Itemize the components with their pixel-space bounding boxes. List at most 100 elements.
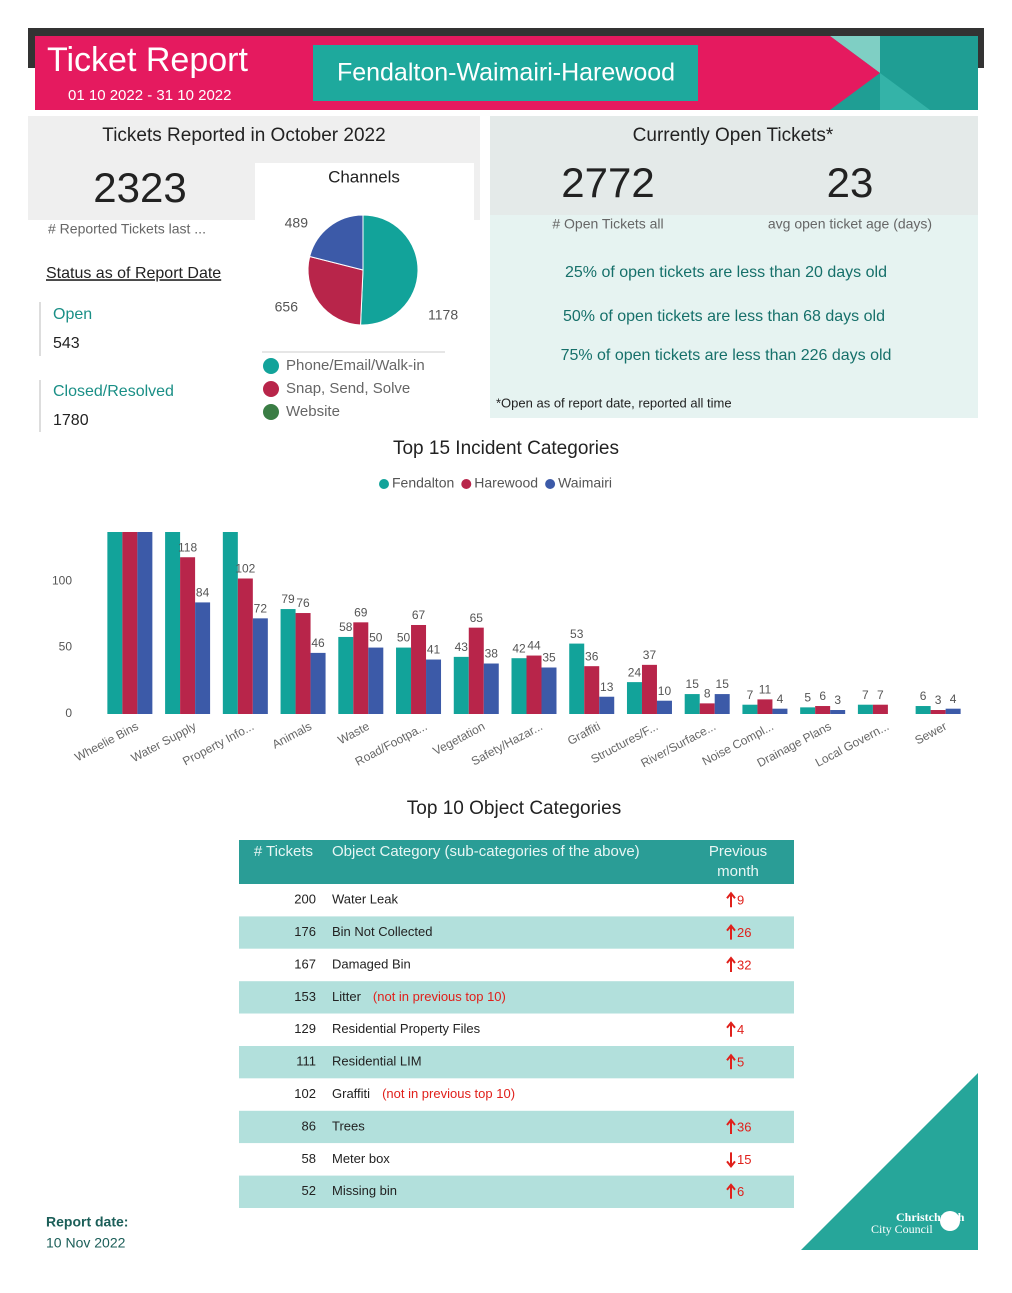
- data-label: 46: [311, 636, 325, 650]
- bar: [714, 694, 730, 714]
- change: 26: [737, 925, 751, 940]
- column-header: Previous month: [709, 843, 767, 880]
- bar: [107, 532, 123, 714]
- pie-chart: 1178 656 489 Phone/Email/Walk-in Snap, Send,…: [263, 214, 458, 420]
- bar: [511, 658, 527, 714]
- data-label: 36: [585, 649, 599, 663]
- bar: [237, 578, 253, 714]
- column-header: Object Category (sub-categories of the a…: [332, 843, 640, 860]
- y-tick-label: 100: [52, 573, 72, 587]
- region: Fendalton-Waimairi-Harewood: [337, 59, 675, 87]
- data-label: 11: [759, 683, 772, 697]
- table-row: [239, 916, 794, 949]
- bar: [656, 700, 672, 714]
- bar: [222, 532, 238, 714]
- table: # Tickets Object Category (sub-categories…: [239, 840, 794, 1208]
- bar: [180, 557, 196, 714]
- category: Graffiti: [332, 1086, 370, 1101]
- data-label: 656: [275, 299, 299, 315]
- change: 6: [737, 1184, 744, 1199]
- status-value: 543: [53, 335, 80, 352]
- legend-swatch: [263, 381, 279, 397]
- pie-slice: [307, 255, 364, 326]
- reported-label: # Reported Tickets last ...: [48, 221, 206, 237]
- y-tick-label: 50: [59, 640, 73, 654]
- table-row: [239, 1013, 794, 1046]
- bar: [815, 706, 831, 714]
- data-label: 7: [862, 688, 869, 702]
- legend-swatch: [545, 479, 556, 489]
- bar: [165, 532, 181, 714]
- data-label: 53: [570, 627, 584, 641]
- data-label: 79: [281, 592, 295, 606]
- bar: [526, 655, 542, 714]
- bar: [641, 664, 657, 714]
- category: Bin Not Collected: [332, 924, 432, 939]
- data-label: 6: [819, 689, 826, 703]
- bar: [584, 666, 600, 714]
- data-label: 7: [877, 688, 884, 702]
- data-label: 489: [285, 215, 309, 231]
- logo-icon: [940, 1211, 960, 1231]
- logo-shape: [801, 1073, 978, 1250]
- ticket-count: 86: [302, 1118, 316, 1133]
- plot-area: [107, 532, 961, 714]
- trend-arrow: [726, 1183, 736, 1199]
- bar: [396, 647, 412, 714]
- data-label: 37: [643, 648, 657, 662]
- data-label: 10: [658, 684, 672, 698]
- logo-text: City Council: [871, 1222, 933, 1236]
- region-box: [313, 45, 698, 101]
- legend-label: Waimairi: [558, 475, 612, 491]
- data-label: 15: [686, 677, 700, 691]
- bar: [541, 667, 557, 714]
- metric-value: 2772: [561, 159, 654, 206]
- bar: [872, 704, 888, 714]
- data-label: 102: [235, 562, 255, 576]
- open-title: Currently Open Tickets*: [633, 125, 834, 146]
- bar: [252, 618, 268, 714]
- bar: [468, 627, 484, 714]
- ticket-count: 52: [302, 1183, 316, 1198]
- legend-label: Phone/Email/Walk-in: [286, 357, 425, 374]
- data-label: 7: [747, 688, 754, 702]
- ticket-count: 176: [294, 924, 316, 939]
- ticket-count: 102: [294, 1086, 316, 1101]
- category: Litter: [332, 989, 362, 1004]
- data-label: 4: [777, 692, 784, 706]
- chart-title: Channels: [328, 167, 400, 186]
- report-date-label: Report date:: [46, 1214, 128, 1230]
- legend-swatch: [263, 358, 279, 374]
- data-label: 41: [427, 643, 441, 657]
- trend-arrow: [726, 923, 736, 940]
- legend-label: Fendalton: [392, 475, 454, 491]
- change: 15: [737, 1152, 751, 1167]
- trend-arrow: [726, 1152, 736, 1169]
- data-label: 65: [470, 611, 484, 625]
- table-row: [239, 1046, 794, 1079]
- table-row: [239, 948, 794, 982]
- data-label: 76: [296, 596, 310, 610]
- legend-swatch: [263, 404, 279, 420]
- legend-label: Harewood: [474, 475, 538, 491]
- data-label: 84: [196, 586, 210, 600]
- footnote: *Open as of report date, reported all ti…: [496, 395, 732, 410]
- bar: [453, 656, 469, 714]
- pie-slice: [360, 214, 419, 326]
- trend-arrow: [726, 956, 736, 972]
- data-label: 42: [512, 641, 526, 655]
- table-row: [239, 1110, 794, 1144]
- data-label: 13: [600, 680, 614, 694]
- ticket-count: 167: [294, 956, 316, 971]
- data-label: 8: [704, 687, 711, 701]
- bar: [122, 532, 138, 714]
- bar: [699, 703, 715, 714]
- bar: [684, 694, 700, 714]
- data-label: 43: [455, 640, 469, 654]
- data-label: 44: [527, 639, 541, 653]
- table-title: Top 10 Object Categories: [407, 798, 621, 819]
- bar: [742, 704, 758, 714]
- bar: [915, 706, 931, 714]
- bar: [280, 609, 296, 714]
